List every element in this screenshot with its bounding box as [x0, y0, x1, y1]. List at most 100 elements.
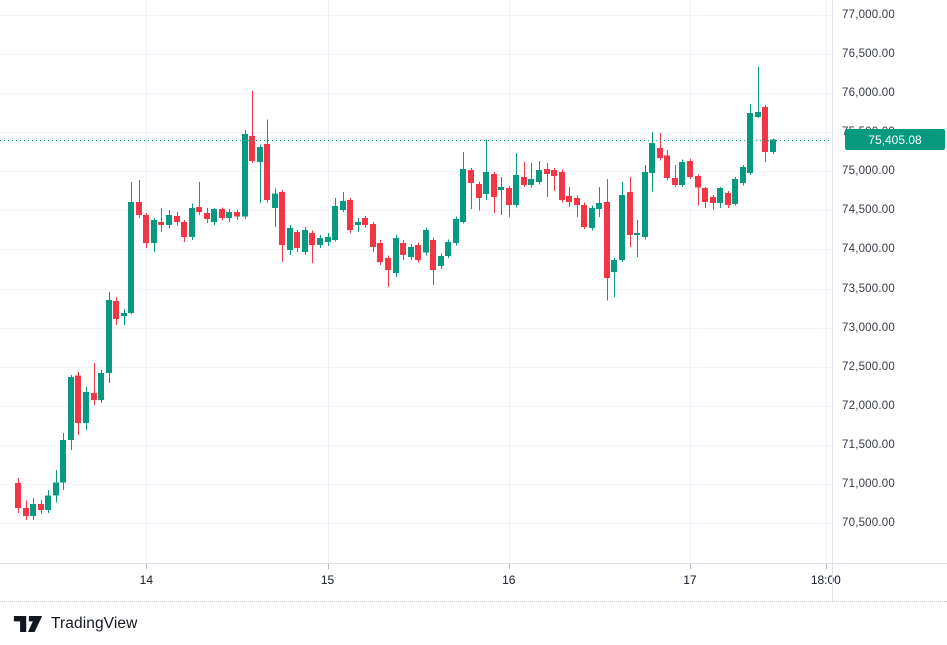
candle[interactable] [634, 220, 640, 257]
candle[interactable] [642, 165, 648, 240]
candle[interactable] [513, 152, 519, 208]
candle[interactable] [770, 138, 776, 155]
candle[interactable] [611, 258, 617, 298]
candle[interactable] [687, 158, 693, 180]
candle[interactable] [226, 208, 232, 223]
candle[interactable] [38, 499, 44, 515]
candle[interactable] [453, 216, 459, 246]
candle[interactable] [649, 132, 655, 192]
candle[interactable] [219, 207, 225, 221]
candle[interactable] [762, 104, 768, 162]
candle[interactable] [498, 176, 504, 216]
candle[interactable] [679, 159, 685, 187]
candle[interactable] [702, 186, 708, 209]
candle[interactable] [174, 211, 180, 227]
candle[interactable] [189, 203, 195, 241]
candle[interactable] [23, 500, 29, 520]
candle[interactable] [45, 490, 51, 514]
candle[interactable] [370, 222, 376, 253]
candle[interactable] [317, 235, 323, 248]
candle[interactable] [393, 235, 399, 277]
candle[interactable] [83, 387, 89, 430]
candle[interactable] [717, 186, 723, 209]
candle[interactable] [249, 90, 255, 164]
candle[interactable] [151, 218, 157, 253]
candle[interactable] [672, 165, 678, 187]
candle[interactable] [347, 197, 353, 234]
candle[interactable] [385, 255, 391, 287]
candle[interactable] [106, 292, 112, 384]
candle[interactable] [204, 208, 210, 223]
candle[interactable] [664, 150, 670, 180]
candle[interactable] [136, 179, 142, 218]
candle[interactable] [589, 205, 595, 231]
tradingview-logo-text[interactable]: TradingView [51, 614, 138, 632]
candle[interactable] [143, 213, 149, 248]
candle[interactable] [196, 182, 202, 216]
candle[interactable] [340, 192, 346, 212]
candle[interactable] [430, 237, 436, 286]
candle[interactable] [544, 163, 550, 198]
time-axis[interactable]: 14 15 16 17 18:00 [0, 564, 947, 601]
candle[interactable] [581, 202, 587, 230]
candle[interactable] [257, 144, 263, 203]
candle[interactable] [476, 181, 482, 211]
candle[interactable] [491, 172, 497, 214]
candle[interactable] [128, 181, 134, 315]
candle[interactable] [438, 253, 444, 269]
candle[interactable] [528, 163, 534, 188]
candle[interactable] [294, 229, 300, 253]
candle[interactable] [362, 215, 368, 228]
candle[interactable] [158, 208, 164, 232]
candle[interactable] [657, 133, 663, 161]
candle[interactable] [325, 233, 331, 246]
candle[interactable] [211, 208, 217, 226]
candle[interactable] [408, 243, 414, 261]
candle[interactable] [740, 165, 746, 186]
candle[interactable] [30, 497, 36, 520]
candle[interactable] [53, 469, 59, 503]
candle[interactable] [332, 197, 338, 242]
candle[interactable] [574, 195, 580, 218]
candle[interactable] [264, 119, 270, 203]
candle[interactable] [695, 174, 701, 206]
candle[interactable] [234, 209, 240, 220]
candle[interactable] [559, 169, 565, 203]
candle[interactable] [415, 242, 421, 263]
candle[interactable] [113, 297, 119, 325]
candle[interactable] [747, 104, 753, 176]
candle[interactable] [302, 226, 308, 255]
candle[interactable] [75, 372, 81, 436]
candle[interactable] [604, 179, 610, 301]
tradingview-logo-icon[interactable] [13, 612, 43, 636]
candle[interactable] [732, 177, 738, 206]
candle[interactable] [279, 190, 285, 262]
candle[interactable] [60, 433, 66, 491]
candle[interactable] [460, 151, 466, 224]
candlestick-chart[interactable] [0, 0, 832, 563]
candle[interactable] [627, 177, 633, 248]
candle[interactable] [506, 186, 512, 218]
candle[interactable] [521, 161, 527, 187]
candle[interactable] [445, 239, 451, 259]
chart-plot-area[interactable] [0, 0, 832, 563]
candle[interactable] [536, 161, 542, 185]
candle[interactable] [181, 219, 187, 243]
candle[interactable] [91, 362, 97, 405]
candle[interactable] [400, 240, 406, 261]
candle[interactable] [68, 374, 74, 450]
candle[interactable] [166, 209, 172, 228]
candle[interactable] [309, 230, 315, 264]
candle[interactable] [483, 139, 489, 201]
candle[interactable] [725, 190, 731, 209]
candle[interactable] [377, 240, 383, 266]
candle[interactable] [468, 168, 474, 209]
candle[interactable] [272, 188, 278, 227]
candle[interactable] [355, 218, 361, 232]
candle[interactable] [755, 66, 761, 119]
candle[interactable] [710, 194, 716, 210]
candle[interactable] [619, 181, 625, 262]
candle[interactable] [121, 308, 127, 325]
candle[interactable] [551, 168, 557, 191]
candle[interactable] [596, 186, 602, 218]
